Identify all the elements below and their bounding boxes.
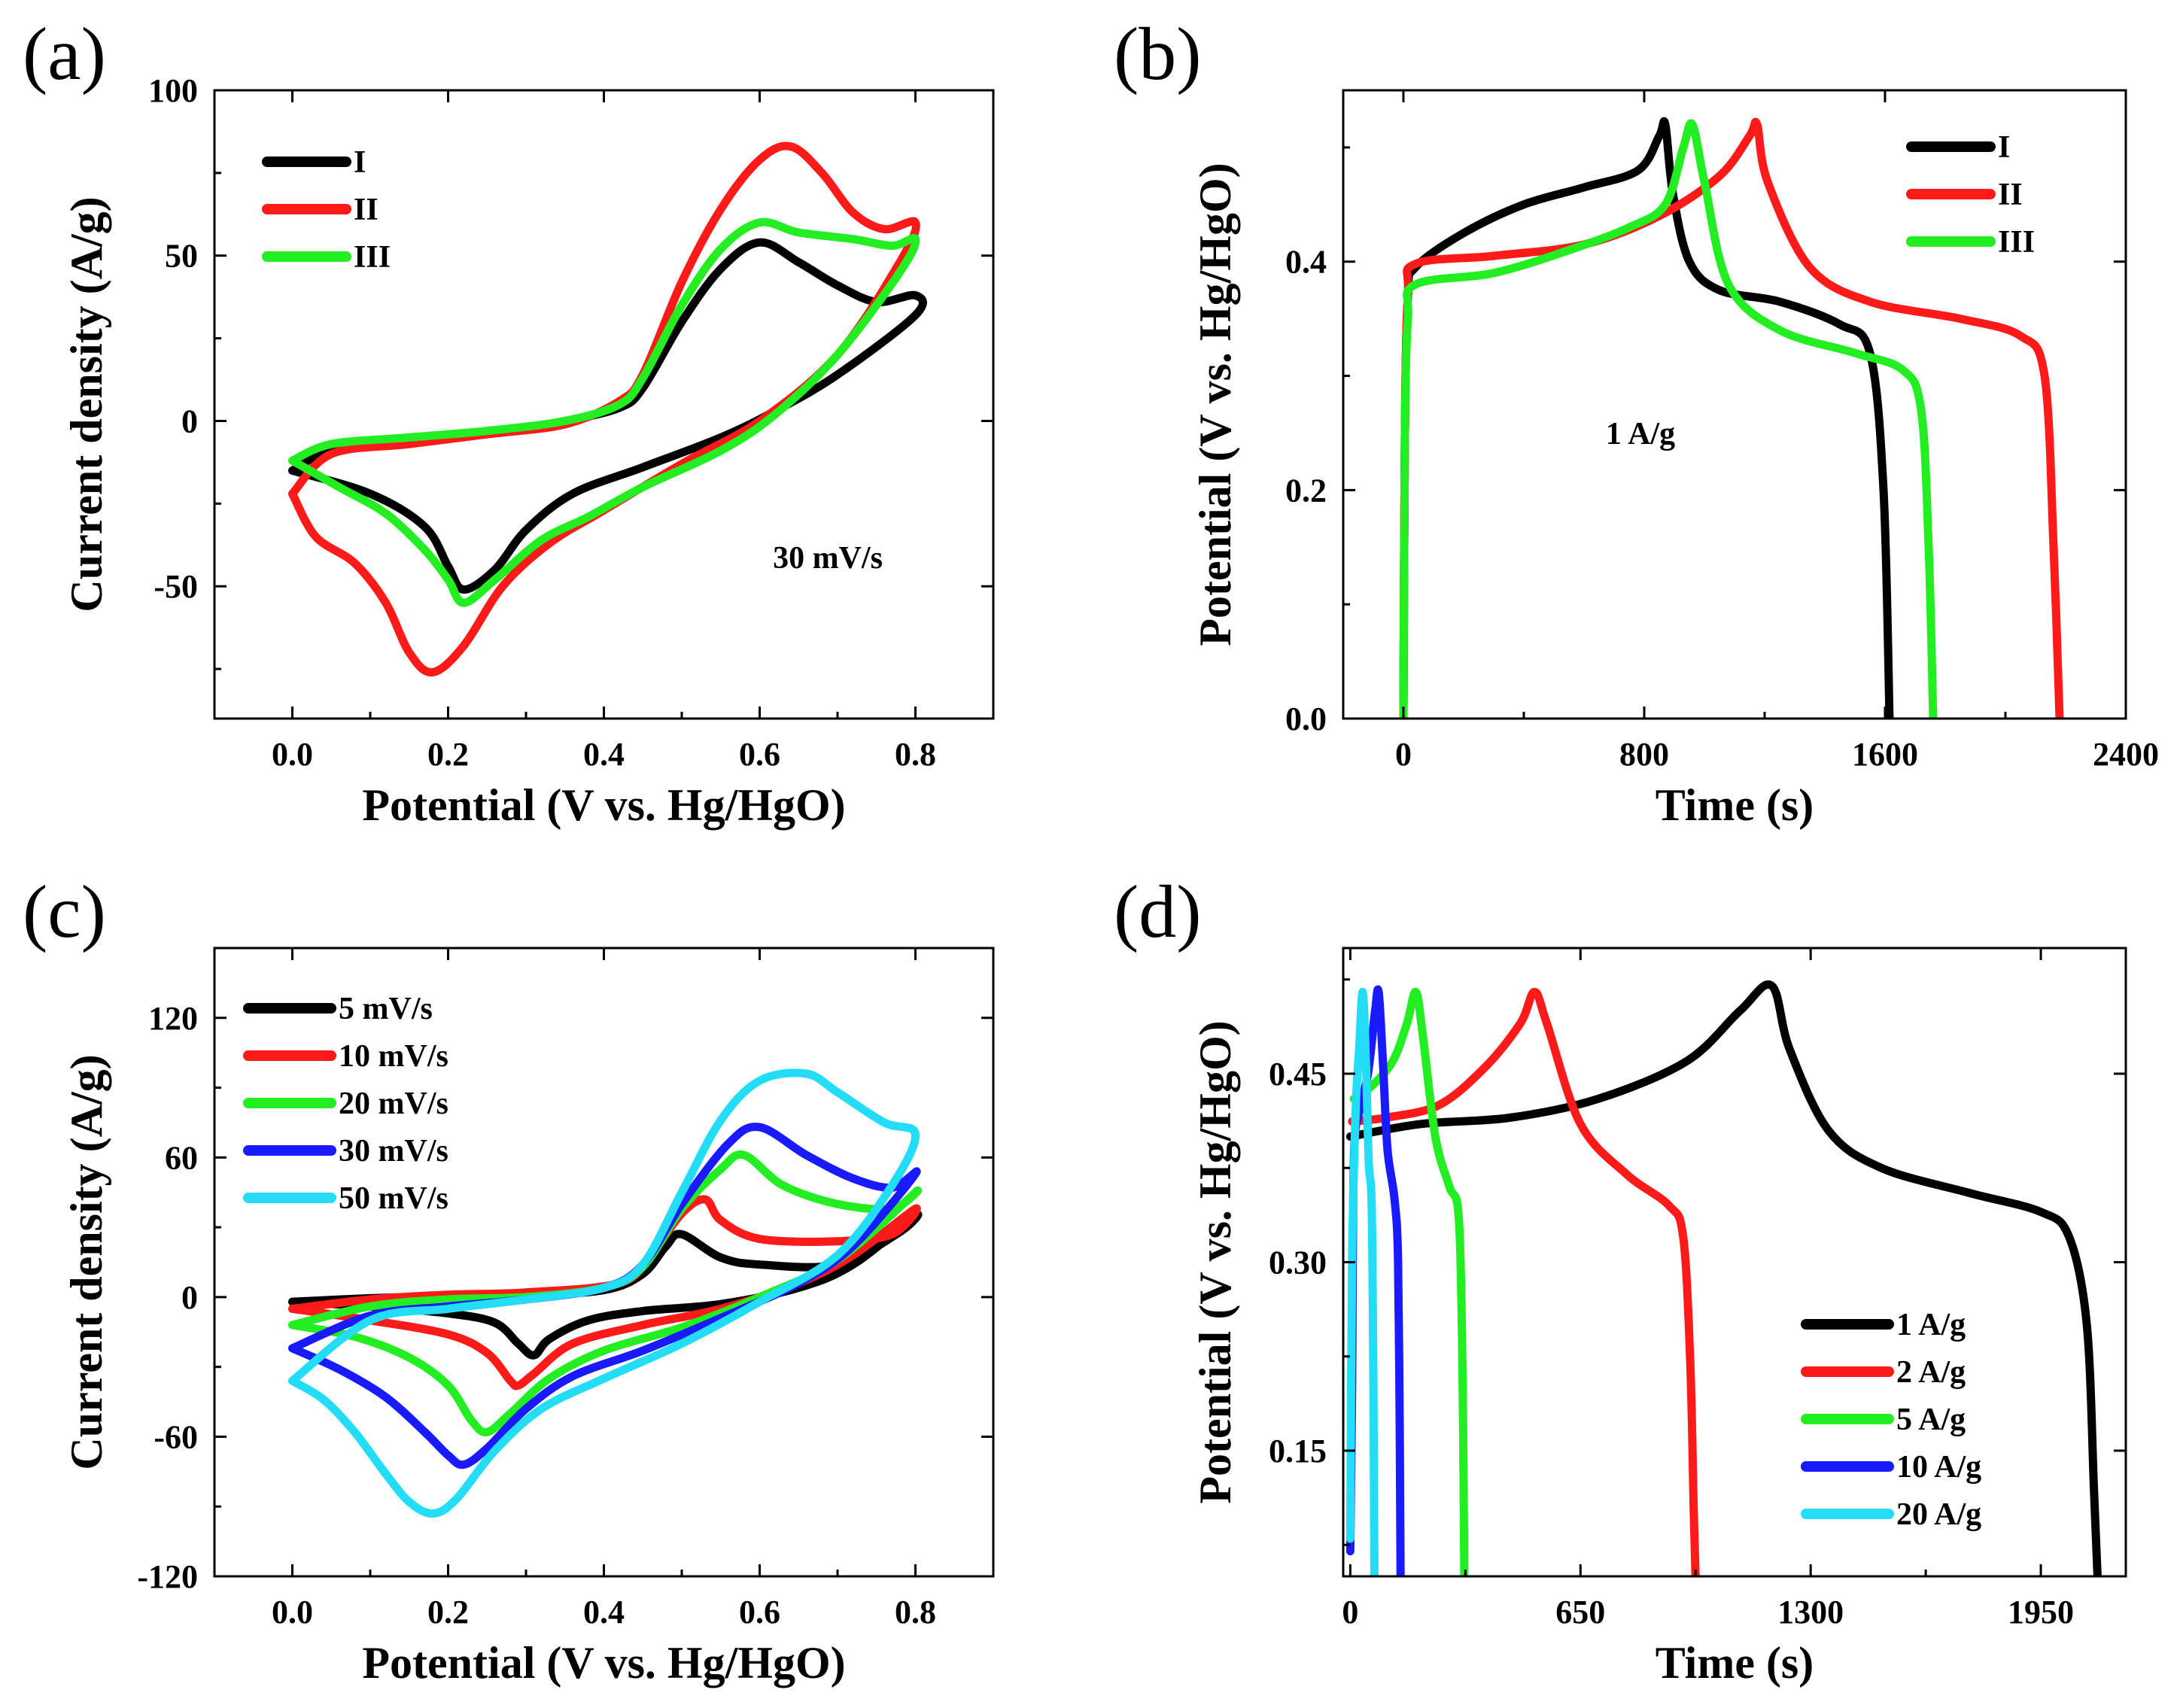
- series-group: [1345, 980, 2102, 1576]
- x-tick-label: 1600: [1852, 736, 1918, 773]
- y-tick-label: 0.45: [1269, 1056, 1327, 1093]
- annotation-label: 30 mV/s: [773, 541, 883, 576]
- y-axis-title: Potential (V vs. Hg/HgO): [1190, 1020, 1240, 1503]
- series-group: [288, 141, 927, 677]
- legend-label: 5 A/g: [1896, 1403, 1966, 1437]
- y-tick-label: 0.0: [1285, 701, 1327, 737]
- y-tick-label: 100: [148, 72, 198, 109]
- x-tick-label: 0.2: [427, 736, 469, 773]
- x-tick-label: 0.2: [427, 1594, 469, 1631]
- series-line-iii: [288, 217, 920, 607]
- y-tick-label: 0.30: [1269, 1245, 1327, 1281]
- legend-label: III: [1998, 225, 2035, 260]
- panel-label: (a): [23, 12, 106, 96]
- y-tick-label: -50: [154, 568, 198, 605]
- x-tick-label: 0.4: [583, 1594, 625, 1631]
- legend-label: III: [354, 240, 391, 275]
- plot-frame: [1342, 89, 2127, 720]
- y-tick-label: 0.15: [1269, 1433, 1327, 1469]
- legend-label: 5 mV/s: [339, 992, 433, 1026]
- y-tick-label: -60: [154, 1418, 198, 1455]
- panel-a: (a) 0.0 0.2 0.4 0.6 0.8 -50 0 50 100 Potential (V …: [23, 12, 995, 830]
- x-tick-label: 800: [1619, 736, 1669, 773]
- annotation-label: 1 A/g: [1606, 417, 1675, 451]
- series-line-20-a/g: [1345, 987, 1379, 1576]
- y-axis-title: Current density (A/g): [62, 196, 111, 612]
- legend-label: I: [354, 145, 366, 180]
- legend: 5 mV/s 10 mV/s 20 mV/s 30 mV/s 50 mV/s: [243, 992, 448, 1216]
- legend-label: 30 mV/s: [339, 1134, 448, 1169]
- x-tick-label: 0.8: [895, 736, 936, 773]
- x-axis-title: Time (s): [1656, 1638, 1814, 1688]
- series-line-2-a/g: [1348, 987, 1700, 1576]
- legend-label: II: [354, 193, 379, 227]
- panel-label: (b): [1114, 12, 1202, 96]
- plot-frame: [213, 89, 995, 720]
- x-axis-title: Potential (V vs. Hg/HgO): [362, 1638, 845, 1688]
- y-tick-label: 0.4: [1285, 244, 1327, 281]
- plot-frame: [213, 947, 995, 1578]
- series-line-5-a/g: [1349, 987, 1469, 1576]
- x-axis-title: Time (s): [1656, 780, 1814, 830]
- legend-label: 1 A/g: [1896, 1308, 1966, 1342]
- x-tick-label: 0.4: [583, 736, 625, 773]
- x-tick-label: 0.0: [272, 1594, 313, 1631]
- legend-label: 50 mV/s: [339, 1181, 448, 1216]
- y-tick-label: 0: [181, 1279, 198, 1316]
- legend-label: 20 A/g: [1896, 1497, 1981, 1532]
- x-tick-label: 650: [1555, 1594, 1605, 1631]
- x-tick-label: 0: [1395, 736, 1412, 773]
- y-tick-label: 120: [148, 1000, 198, 1037]
- legend-label: 2 A/g: [1896, 1355, 1966, 1390]
- y-tick-label: -120: [137, 1558, 198, 1595]
- legend-label: II: [1998, 178, 2023, 212]
- panel-d: (d) 0 650 1300 1950 0.15 0.30 0.45 Time (s) Poten…: [1114, 870, 2127, 1688]
- panel-b: (b) 0 800 1600 2400 0.0 0.2 0.4 Time (s) Potentia…: [1114, 12, 2159, 830]
- series-line-1-a/g: [1345, 980, 2102, 1576]
- x-tick-label: 0.6: [739, 736, 780, 773]
- x-axis-title: Potential (V vs. Hg/HgO): [362, 780, 845, 830]
- series-line-50-mv/s: [288, 1068, 920, 1518]
- panel-c: (c) 0.0 0.2 0.4 0.6 0.8 -120 -60 0 60 120 Potential…: [23, 870, 995, 1688]
- legend-label: I: [1998, 130, 2010, 165]
- x-tick-label: 0.6: [739, 1594, 780, 1631]
- series-line-iii: [1399, 119, 1938, 719]
- y-tick-label: 0.2: [1285, 472, 1327, 509]
- panel-label: (c): [23, 870, 106, 953]
- x-tick-label: 0.0: [272, 736, 313, 773]
- y-axis-title: Potential (V vs. Hg/HgO): [1190, 163, 1240, 646]
- x-tick-label: 1950: [2008, 1594, 2074, 1631]
- legend-label: 10 A/g: [1896, 1450, 1981, 1485]
- y-axis-title: Current density (A/g): [62, 1054, 111, 1469]
- x-tick-label: 1300: [1777, 1594, 1844, 1631]
- legend: 1 A/g 2 A/g 5 A/g 10 A/g 20 A/g: [1801, 1308, 1981, 1532]
- x-tick-label: 0.8: [895, 1594, 936, 1631]
- series-group: [288, 1068, 923, 1518]
- series-group: [1399, 117, 2064, 719]
- x-tick-label: 2400: [2093, 736, 2159, 773]
- legend-label: 10 mV/s: [339, 1039, 448, 1074]
- series-line-i: [288, 238, 927, 594]
- y-tick-label: 60: [165, 1139, 198, 1176]
- y-tick-label: 0: [181, 403, 198, 439]
- y-tick-label: 50: [165, 238, 198, 275]
- x-tick-label: 0: [1342, 1594, 1358, 1631]
- legend-label: 20 mV/s: [339, 1086, 448, 1121]
- panel-label: (d): [1114, 870, 1202, 953]
